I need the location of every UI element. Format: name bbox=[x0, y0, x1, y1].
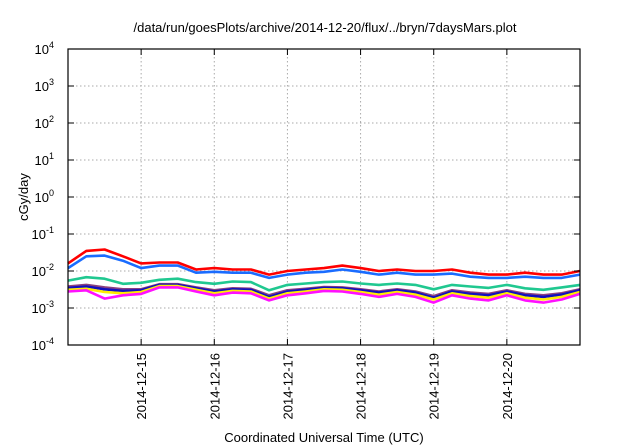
y-tick-exponent: 2 bbox=[49, 114, 54, 124]
y-tick-base: 10 bbox=[32, 264, 46, 279]
series-line-blue bbox=[67, 254, 581, 280]
x-tick-label: 2014-12-19 bbox=[427, 353, 442, 420]
y-tick-exponent: 4 bbox=[49, 40, 54, 50]
y-tick-exponent: -2 bbox=[46, 262, 54, 272]
y-tick-label: 10-4 bbox=[32, 336, 54, 353]
x-axis: 2014-12-15 2014-12-16 2014-12-17 2014-12-18… bbox=[134, 49, 515, 420]
x-axis-label: Coordinated Universal Time (UTC) bbox=[224, 430, 423, 445]
y-tick-base: 10 bbox=[35, 116, 49, 131]
y-tick-label: 10-3 bbox=[32, 299, 54, 316]
x-tick-label: 2014-12-20 bbox=[500, 353, 515, 420]
y-tick-label: 102 bbox=[35, 114, 54, 131]
y-tick-base: 10 bbox=[35, 190, 49, 205]
series-line-magenta bbox=[67, 286, 581, 304]
y-tick-base: 10 bbox=[32, 338, 46, 353]
y-tick-exponent: 3 bbox=[49, 77, 54, 87]
y-tick-label: 100 bbox=[35, 188, 54, 205]
y-tick-label: 10-1 bbox=[32, 225, 54, 242]
y-tick-exponent: -1 bbox=[46, 225, 54, 235]
y-tick-base: 10 bbox=[35, 42, 49, 57]
series-line-dark-blue bbox=[67, 283, 581, 300]
y-tick-label: 104 bbox=[35, 40, 54, 57]
series-line-red bbox=[67, 248, 581, 276]
x-tick-label: 2014-12-15 bbox=[134, 353, 149, 420]
x-tick-label: 2014-12-18 bbox=[354, 353, 369, 420]
grid bbox=[68, 49, 580, 345]
series-line-yellow bbox=[67, 284, 581, 301]
y-tick-label: 101 bbox=[35, 151, 54, 168]
y-tick-base: 10 bbox=[32, 301, 46, 316]
y-tick-base: 10 bbox=[32, 227, 46, 242]
x-tick-label: 2014-12-17 bbox=[280, 353, 295, 420]
y-tick-exponent: 1 bbox=[49, 151, 54, 161]
y-tick-exponent: -4 bbox=[46, 336, 54, 346]
series-lines bbox=[67, 248, 581, 304]
chart-title: /data/run/goesPlots/archive/2014-12-20/f… bbox=[134, 20, 517, 35]
y-tick-base: 10 bbox=[35, 79, 49, 94]
x-tick-label: 2014-12-16 bbox=[207, 353, 222, 420]
y-axis-label: cGy/day bbox=[16, 173, 31, 221]
series-line-teal bbox=[67, 275, 581, 292]
y-tick-exponent: -3 bbox=[46, 299, 54, 309]
y-tick-label: 103 bbox=[35, 77, 54, 94]
y-tick-base: 10 bbox=[35, 153, 49, 168]
y-tick-label: 10-2 bbox=[32, 262, 54, 279]
y-tick-exponent: 0 bbox=[49, 188, 54, 198]
